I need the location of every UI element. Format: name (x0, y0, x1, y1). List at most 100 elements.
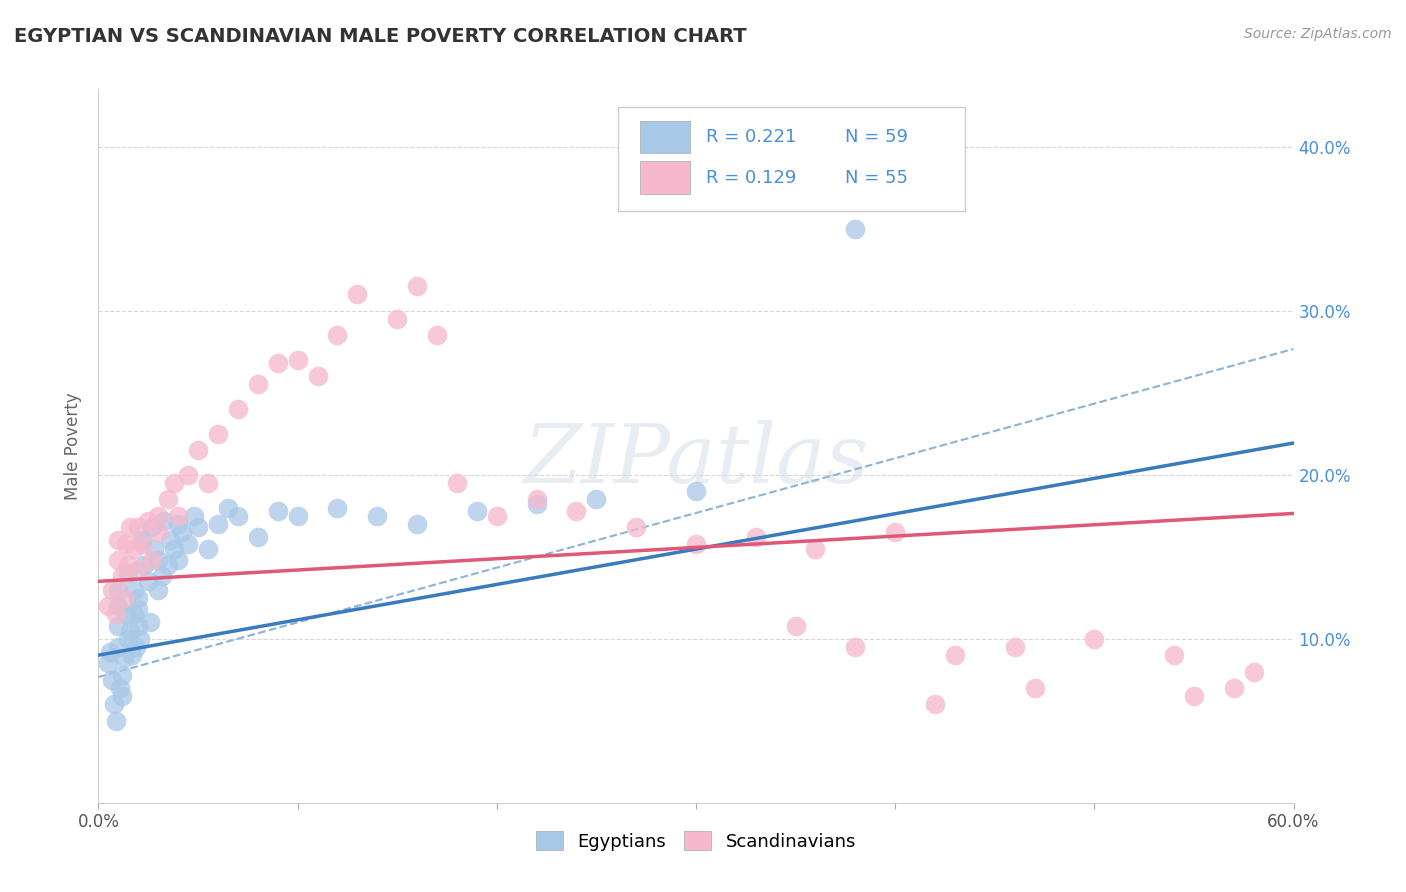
Scandinavians (1163, 648, 1185, 662)
Egyptians (136, 574, 159, 589)
Egyptians (685, 484, 707, 499)
Egyptians (585, 492, 607, 507)
Egyptians (127, 618, 149, 632)
Scandinavians (97, 599, 120, 613)
Scandinavians (177, 467, 200, 482)
Scandinavians (246, 377, 269, 392)
Scandinavians (1243, 665, 1265, 679)
Egyptians (124, 582, 146, 597)
Scandinavians (112, 591, 135, 605)
Scandinavians (485, 508, 508, 523)
Scandinavians (107, 533, 129, 548)
Scandinavians (884, 525, 907, 540)
Scandinavians (197, 475, 219, 490)
Egyptians (125, 640, 148, 654)
Egyptians (267, 504, 290, 518)
Scandinavians (148, 525, 170, 540)
Scandinavians (136, 514, 159, 528)
Scandinavians (1223, 681, 1246, 695)
Scandinavians (120, 520, 142, 534)
Egyptians (112, 651, 135, 665)
Egyptians (107, 618, 129, 632)
Scandinavians (157, 492, 180, 507)
Text: R = 0.129: R = 0.129 (706, 169, 796, 187)
Scandinavians (115, 536, 138, 550)
Egyptians (101, 673, 124, 687)
Scandinavians (446, 475, 468, 490)
Egyptians (127, 602, 149, 616)
Scandinavians (117, 558, 139, 572)
Egyptians (98, 645, 122, 659)
Scandinavians (346, 287, 368, 301)
Egyptians (141, 520, 163, 534)
Egyptians (107, 599, 129, 613)
Text: N = 55: N = 55 (845, 169, 908, 187)
Egyptians (115, 607, 138, 622)
Scandinavians (148, 508, 170, 523)
Scandinavians (1083, 632, 1105, 646)
Scandinavians (924, 698, 946, 712)
Scandinavians (307, 369, 329, 384)
Scandinavians (226, 402, 249, 417)
Egyptians (129, 632, 152, 646)
Egyptians (139, 615, 162, 630)
Egyptians (197, 541, 219, 556)
Scandinavians (131, 536, 153, 550)
Scandinavians (207, 426, 229, 441)
Egyptians (148, 582, 170, 597)
Scandinavians (943, 648, 966, 662)
Egyptians (217, 500, 239, 515)
Scandinavians (287, 352, 309, 367)
Scandinavians (167, 508, 190, 523)
Egyptians (226, 508, 249, 523)
FancyBboxPatch shape (619, 107, 965, 211)
Egyptians (183, 508, 205, 523)
Legend: Egyptians, Scandinavians: Egyptians, Scandinavians (529, 824, 863, 858)
Egyptians (172, 525, 194, 540)
Egyptians (326, 500, 349, 515)
Egyptians (131, 533, 153, 548)
Egyptians (159, 533, 181, 548)
Scandinavians (426, 328, 449, 343)
Scandinavians (785, 618, 807, 632)
Text: R = 0.221: R = 0.221 (706, 128, 796, 146)
Egyptians (105, 714, 128, 728)
Egyptians (103, 698, 125, 712)
Egyptians (526, 497, 548, 511)
Egyptians (167, 553, 190, 567)
Scandinavians (565, 504, 588, 518)
Egyptians (111, 668, 134, 682)
Scandinavians (101, 582, 124, 597)
Egyptians (134, 558, 156, 572)
Text: ZIPatlas: ZIPatlas (523, 420, 869, 500)
Scandinavians (127, 563, 149, 577)
Egyptians (97, 657, 120, 671)
Egyptians (366, 508, 388, 523)
Egyptians (844, 221, 866, 235)
Egyptians (107, 582, 129, 597)
Egyptians (163, 541, 186, 556)
Scandinavians (107, 553, 129, 567)
Egyptians (287, 508, 309, 523)
Egyptians (111, 689, 134, 703)
Egyptians (121, 648, 143, 662)
Egyptians (177, 536, 200, 550)
Egyptians (157, 558, 180, 572)
Scandinavians (141, 553, 163, 567)
Egyptians (110, 681, 132, 695)
Scandinavians (385, 311, 409, 326)
Egyptians (167, 516, 190, 531)
Scandinavians (1024, 681, 1046, 695)
Scandinavians (124, 541, 146, 556)
Scandinavians (526, 492, 548, 507)
Scandinavians (1182, 689, 1205, 703)
Y-axis label: Male Poverty: Male Poverty (65, 392, 83, 500)
Scandinavians (326, 328, 349, 343)
Egyptians (207, 516, 229, 531)
Egyptians (406, 516, 429, 531)
Scandinavians (1004, 640, 1026, 654)
Scandinavians (127, 520, 149, 534)
Scandinavians (105, 607, 128, 622)
Egyptians (117, 566, 139, 581)
Egyptians (148, 553, 170, 567)
